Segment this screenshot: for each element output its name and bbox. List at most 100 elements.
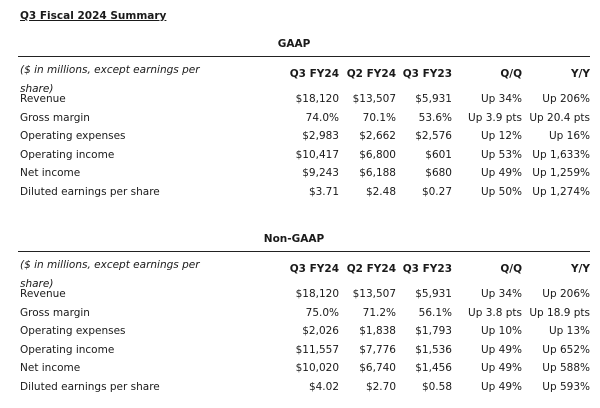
table-cell: Up 3.8 pts: [468, 306, 522, 319]
table-cell: $13,507: [352, 288, 396, 300]
table-cell: $5,931: [415, 288, 452, 300]
table-cell: $2,576: [415, 130, 452, 143]
column-header: Q3 FY23: [402, 68, 452, 80]
table-cell: Up 49%: [480, 362, 522, 375]
table-row: Gross margin 75.0% 71.2% 56.1% Up 3.8 pts Up …: [18, 307, 590, 326]
table-cell: $2.70: [365, 381, 396, 393]
table-row: Operating expenses $2,983 $2,662 $2,576 Up 1…: [18, 130, 590, 149]
table-cell: $2,662: [359, 130, 396, 143]
table-row: Diluted earnings per share $4.02 $2.70 $0.5…: [18, 381, 590, 400]
column-header: Q2 FY24: [346, 263, 396, 275]
header-row: Q3 FY24 Q2 FY24 Q3 FY23 Q/Q Y/Y: [18, 68, 590, 87]
divider: [18, 56, 590, 57]
table-cell: $0.27: [421, 186, 452, 198]
table-cell: Up 49%: [480, 343, 522, 356]
table-cell: Up 12%: [480, 130, 522, 143]
table-cell: Up 588%: [542, 362, 590, 375]
row-label: Diluted earnings per share: [20, 381, 160, 393]
table-cell: $6,188: [359, 167, 396, 180]
table-cell: $6,740: [359, 362, 396, 375]
table-cell: Up 49%: [480, 381, 522, 393]
row-label: Operating income: [20, 343, 115, 356]
row-label: Net income: [20, 167, 81, 180]
row-label: Operating expenses: [20, 325, 126, 338]
table-row: Net income $9,243 $6,188 $680 Up 49% Up 1,259…: [18, 167, 590, 186]
column-header: Y/Y: [570, 263, 590, 275]
row-label: Gross margin: [20, 306, 90, 319]
table-cell: Up 16%: [548, 130, 590, 143]
table-cell: Up 49%: [480, 167, 522, 180]
table-cell: $3.71: [308, 186, 339, 198]
table-cell: $11,557: [295, 343, 339, 356]
column-header: Y/Y: [570, 68, 590, 80]
table-cell: 56.1%: [418, 306, 452, 319]
table-cell: $7,776: [359, 343, 396, 356]
table-cell: Up 206%: [542, 288, 590, 300]
row-label: Operating expenses: [20, 130, 126, 143]
table-cell: 53.6%: [418, 111, 452, 124]
table-row: Diluted earnings per share $3.71 $2.48 $0.2…: [18, 186, 590, 205]
units-note: ($ in millions, except earnings per shar…: [20, 64, 200, 95]
table-cell: $2,983: [302, 130, 339, 143]
table-cell: $680: [425, 167, 452, 180]
table-cell: Up 53%: [480, 148, 522, 161]
table-cell: 74.0%: [305, 111, 339, 124]
row-label: Gross margin: [20, 111, 90, 124]
table-cell: $13,507: [352, 93, 396, 105]
table-cell: $2,026: [302, 325, 339, 338]
column-header: Q2 FY24: [346, 68, 396, 80]
table-cell: $1,793: [415, 325, 452, 338]
column-header: Q/Q: [500, 263, 522, 275]
header-row: Q3 FY24 Q2 FY24 Q3 FY23 Q/Q Y/Y: [18, 263, 590, 282]
table-cell: Up 20.4 pts: [529, 111, 590, 124]
section-heading: GAAP: [18, 38, 590, 50]
table-cell: Up 1,274%: [532, 186, 590, 198]
table-cell: Up 652%: [542, 343, 590, 356]
column-header: Q/Q: [500, 68, 522, 80]
table-row: Operating expenses $2,026 $1,838 $1,793 Up 1…: [18, 325, 590, 344]
row-label: Revenue: [20, 288, 66, 300]
row-label: Operating income: [20, 148, 115, 161]
table-cell: $601: [425, 148, 452, 161]
units-note: ($ in millions, except earnings per shar…: [20, 259, 200, 290]
row-label: Net income: [20, 362, 81, 375]
table-cell: $0.58: [421, 381, 452, 393]
table-cell: $9,243: [302, 167, 339, 180]
table-row: Operating income $11,557 $7,776 $1,536 Up 49…: [18, 344, 590, 363]
table-cell: $1,536: [415, 343, 452, 356]
table-cell: $5,931: [415, 93, 452, 105]
table-cell: Up 18.9 pts: [529, 306, 590, 319]
table-cell: Up 13%: [548, 325, 590, 338]
column-header: Q3 FY23: [402, 263, 452, 275]
table-cell: $10,020: [295, 362, 339, 375]
section-heading-text: Non-GAAP: [263, 233, 325, 245]
table-cell: Up 50%: [480, 186, 522, 198]
section-heading-text: GAAP: [277, 38, 311, 50]
table-cell: Up 206%: [542, 93, 590, 105]
table-row: Operating income $10,417 $6,800 $601 Up 53% U…: [18, 149, 590, 168]
row-label: Revenue: [20, 93, 66, 105]
table-cell: 71.2%: [362, 306, 396, 319]
table-cell: $18,120: [295, 288, 339, 300]
table-cell: Up 1,633%: [532, 148, 590, 161]
table-cell: Up 10%: [480, 325, 522, 338]
table-cell: $4.02: [308, 381, 339, 393]
page-title: Q3 Fiscal 2024 Summary: [20, 10, 167, 22]
table-row: Net income $10,020 $6,740 $1,456 Up 49% Up 58…: [18, 362, 590, 381]
table-cell: $1,456: [415, 362, 452, 375]
table-cell: 70.1%: [362, 111, 396, 124]
table-cell: $6,800: [359, 148, 396, 161]
table-row: Gross margin 74.0% 70.1% 53.6% Up 3.9 pts Up …: [18, 112, 590, 131]
table-row: Revenue $18,120 $13,507 $5,931 Up 34% Up 206%: [18, 93, 590, 112]
table-cell: Up 1,259%: [532, 167, 590, 180]
table-cell: $10,417: [295, 148, 339, 161]
divider: [18, 251, 590, 252]
section-heading: Non-GAAP: [18, 233, 590, 245]
table-cell: Up 34%: [480, 288, 522, 300]
table-cell: Up 593%: [542, 381, 590, 393]
row-label: Diluted earnings per share: [20, 186, 160, 198]
table-cell: $1,838: [359, 325, 396, 338]
table-cell: $2.48: [365, 186, 396, 198]
table-cell: $18,120: [295, 93, 339, 105]
table-cell: Up 3.9 pts: [468, 111, 522, 124]
